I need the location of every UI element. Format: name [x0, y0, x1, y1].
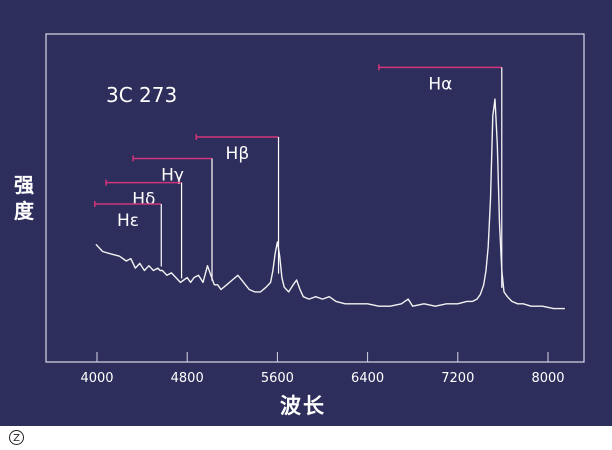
annotation-Hα: Hα [378, 64, 503, 288]
x-tick-label: 4000 [80, 371, 113, 386]
x-tick-label: 5600 [261, 371, 294, 386]
x-axis-label: 波长 [280, 394, 326, 418]
x-tick-label: 8000 [531, 371, 564, 386]
x-tick-label: 7200 [441, 371, 474, 386]
annotation-label: Hβ [226, 144, 250, 164]
y-axis-label: 强度 [14, 173, 34, 223]
annotation-Hγ: Hγ [132, 155, 213, 281]
chart-title: 3C 273 [106, 83, 177, 107]
spectrum-chart: 3C 273 4000 4800 5600 6400 7200 8000 Hα Hβ Hγ Hδ… [45, 33, 585, 386]
x-tick-label: 4800 [171, 371, 204, 386]
annotation-label: Hε [117, 211, 139, 231]
chart-panel: 3C 273 4000 4800 5600 6400 7200 8000 Hα Hβ Hγ Hδ… [0, 0, 612, 426]
annotation-Hε: Hε [93, 201, 162, 267]
spectrum-series-line [95, 98, 565, 310]
annotation-label: Hδ [132, 190, 155, 210]
x-tick-label: 6400 [351, 371, 384, 386]
annotation-label: Hα [428, 74, 452, 94]
z-logo-badge: Z [9, 430, 24, 445]
x-axis-ticks: 4000 4800 5600 6400 7200 8000 [80, 352, 565, 386]
annotation-Hβ: Hβ [195, 134, 280, 274]
plot-frame [45, 33, 585, 363]
annotation-label: Hγ [161, 165, 184, 185]
